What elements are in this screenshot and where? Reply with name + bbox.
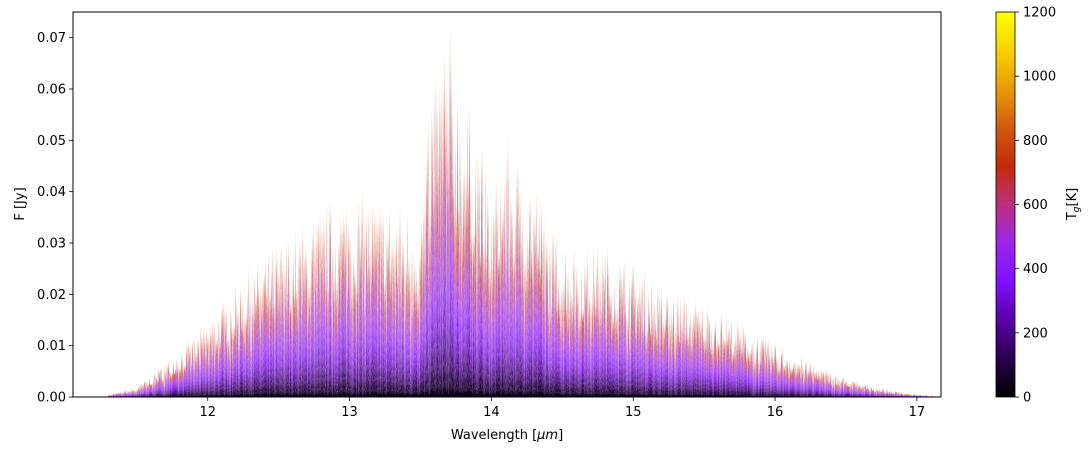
colorbar-tick-label: 400 xyxy=(1023,262,1048,277)
x-tick-label: 13 xyxy=(341,405,358,420)
spectrum-layers xyxy=(101,28,941,397)
colorbar-tick-label: 200 xyxy=(1023,326,1048,341)
x-tick-label: 12 xyxy=(199,405,216,420)
plot-frame xyxy=(72,11,942,398)
y-tick-label: 0.07 xyxy=(37,31,66,46)
colorbar-gradient xyxy=(995,11,1016,398)
colorbar-tick-label: 600 xyxy=(1023,198,1048,213)
plot-area xyxy=(72,11,942,398)
y-tick-label: 0.05 xyxy=(37,134,66,149)
colorbar-tick-label: 1200 xyxy=(1023,6,1056,21)
y-tick-label: 0.02 xyxy=(37,288,66,303)
y-tick-label: 0.04 xyxy=(37,185,66,200)
colorbar-ticks: 0 200 400 600 800 1000 1200 xyxy=(1015,6,1056,406)
y-tick-label: 0.03 xyxy=(37,237,66,252)
colorbar-tick-label: 800 xyxy=(1023,134,1048,149)
colorbar-tick-label: 1000 xyxy=(1023,70,1056,85)
colorbar-tick-label: 0 xyxy=(1023,391,1031,406)
colorbar: 0 200 400 600 800 1000 1200 Tg[K] xyxy=(995,6,1082,406)
y-tick-label: 0.01 xyxy=(37,339,66,354)
y-tick-label: 0.00 xyxy=(37,391,66,406)
spectrum-layer-100K xyxy=(101,356,941,397)
y-axis: 0.00 0.01 0.02 0.03 0.04 0.05 0.06 0.07 xyxy=(37,31,73,406)
colorbar-label: Tg[K] xyxy=(1065,188,1082,221)
x-tick-label: 15 xyxy=(625,405,642,420)
x-tick-label: 14 xyxy=(483,405,500,420)
x-tick-label: 17 xyxy=(909,405,926,420)
y-axis-label: F [Jy] xyxy=(13,187,28,220)
x-axis: 12 13 14 15 16 17 xyxy=(199,397,925,420)
x-tick-label: 16 xyxy=(767,405,784,420)
spectrum-layer-50K xyxy=(101,378,941,397)
y-tick-label: 0.06 xyxy=(37,83,66,98)
x-axis-label: Wavelength [μm] xyxy=(451,428,563,443)
